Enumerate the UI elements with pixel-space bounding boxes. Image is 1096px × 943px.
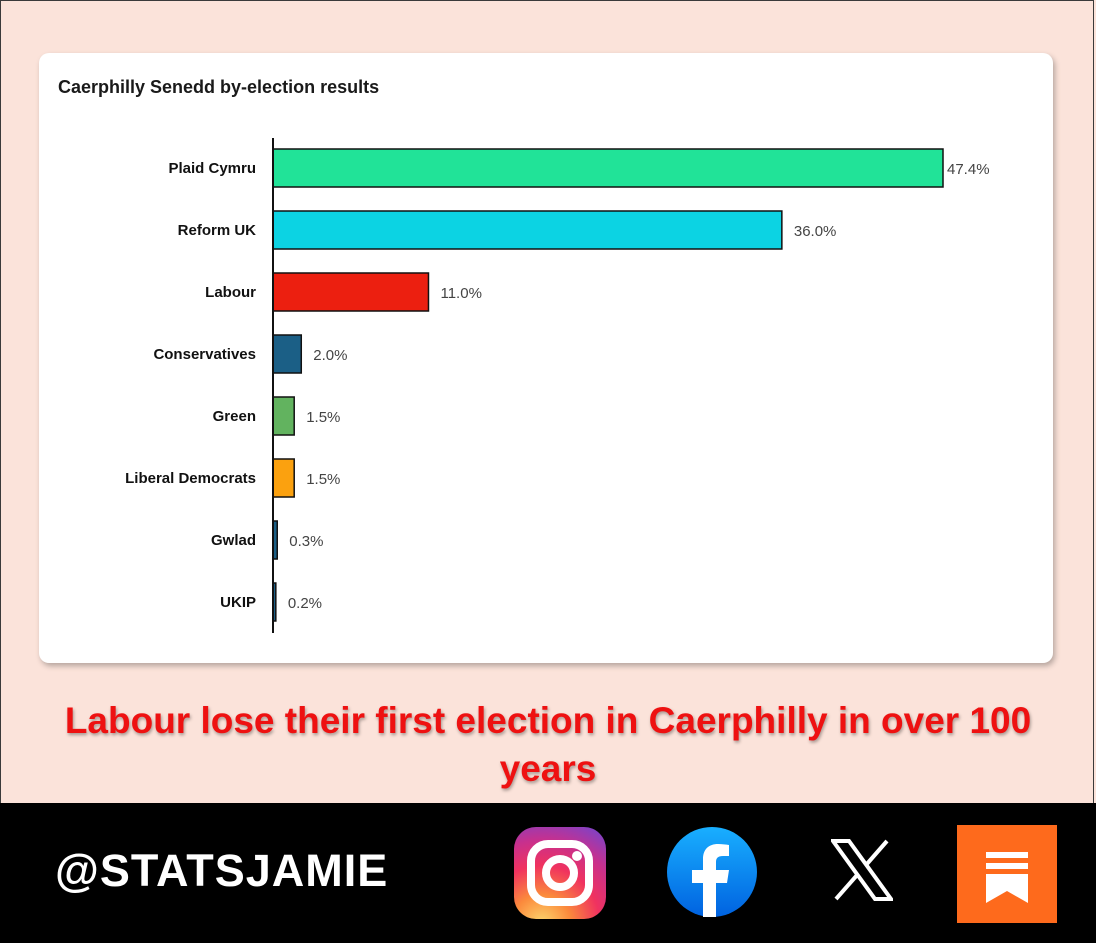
bar-green	[272, 396, 295, 436]
bar-labour	[272, 272, 430, 312]
value-label: 11.0%	[440, 285, 481, 302]
bar-conservatives	[272, 334, 303, 374]
category-label: Liberal Democrats	[125, 470, 256, 487]
facebook-icon[interactable]	[667, 827, 757, 917]
bar-liberal-democrats	[272, 458, 295, 498]
social-handle[interactable]: @STATSJAMIE	[55, 845, 389, 896]
category-label: Green	[213, 408, 256, 425]
value-label: 47.4%	[947, 161, 990, 178]
category-label: Gwlad	[211, 532, 256, 549]
footer-bar: @STATSJAMIE	[0, 803, 1096, 943]
category-label: UKIP	[220, 594, 256, 611]
value-label: 0.2%	[288, 595, 322, 612]
value-label: 1.5%	[306, 471, 340, 488]
value-label: 36.0%	[794, 223, 837, 240]
chart-card: Caerphilly Senedd by-election results Pl…	[39, 53, 1053, 663]
category-label: Conservatives	[153, 346, 256, 363]
value-label: 1.5%	[306, 409, 340, 426]
bar-plaid-cymru	[272, 148, 944, 188]
bar-reform-uk	[272, 210, 783, 250]
x-icon[interactable]	[829, 839, 895, 901]
headline: Labour lose their first election in Caer…	[64, 700, 1032, 789]
bar-chart: Plaid Cymru 47.4% Reform UK 36.0% Labour 11.0…	[125, 138, 990, 633]
instagram-icon[interactable]	[514, 827, 606, 919]
substack-icon[interactable]	[957, 825, 1057, 923]
value-label: 0.3%	[289, 533, 323, 550]
value-label: 2.0%	[313, 347, 347, 364]
category-label: Plaid Cymru	[168, 160, 256, 177]
chart-title: Caerphilly Senedd by-election results	[58, 77, 380, 97]
category-label: Labour	[205, 284, 256, 301]
category-label: Reform UK	[178, 222, 257, 239]
